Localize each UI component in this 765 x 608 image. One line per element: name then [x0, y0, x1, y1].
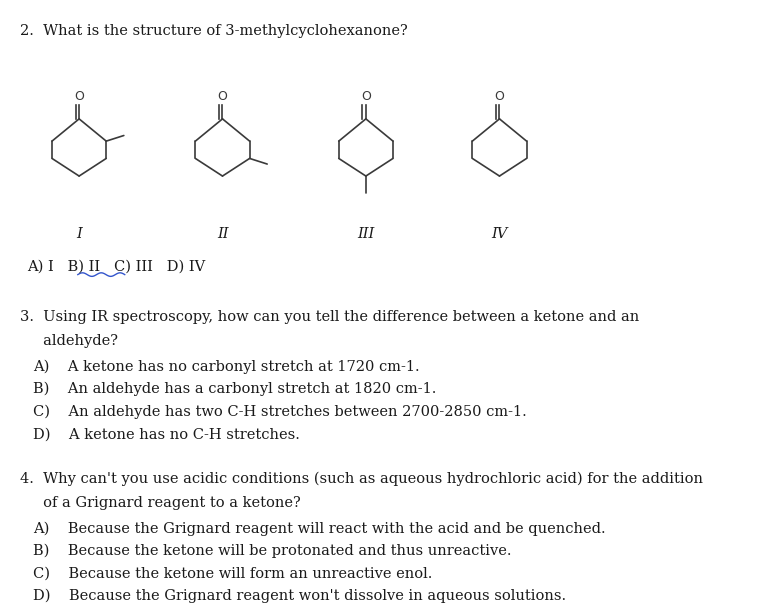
Text: of a Grignard reagent to a ketone?: of a Grignard reagent to a ketone? — [21, 496, 301, 510]
Text: A)    Because the Grignard reagent will react with the acid and be quenched.: A) Because the Grignard reagent will rea… — [34, 521, 606, 536]
Text: IV: IV — [491, 227, 508, 241]
Text: 3.  Using IR spectroscopy, how can you tell the difference between a ketone and : 3. Using IR spectroscopy, how can you te… — [21, 311, 640, 325]
Text: 4.  Why can't you use acidic conditions (such as aqueous hydrochloric acid) for : 4. Why can't you use acidic conditions (… — [21, 472, 704, 486]
Text: O: O — [217, 90, 227, 103]
Text: O: O — [74, 90, 84, 103]
Text: A)    A ketone has no carbonyl stretch at 1720 cm-1.: A) A ketone has no carbonyl stretch at 1… — [34, 359, 420, 374]
Text: B)    An aldehyde has a carbonyl stretch at 1820 cm-1.: B) An aldehyde has a carbonyl stretch at… — [34, 382, 437, 396]
Text: II: II — [216, 227, 228, 241]
Text: C)    An aldehyde has two C-H stretches between 2700-2850 cm-1.: C) An aldehyde has two C-H stretches bet… — [34, 405, 527, 419]
Text: I: I — [76, 227, 82, 241]
Text: O: O — [494, 90, 504, 103]
Text: A) I   B) II   C) III   D) IV: A) I B) II C) III D) IV — [27, 260, 205, 274]
Text: D)    Because the Grignard reagent won't dissolve in aqueous solutions.: D) Because the Grignard reagent won't di… — [34, 589, 567, 603]
Text: O: O — [361, 90, 371, 103]
Text: C)    Because the ketone will form an unreactive enol.: C) Because the ketone will form an unrea… — [34, 567, 433, 581]
Text: B)    Because the ketone will be protonated and thus unreactive.: B) Because the ketone will be protonated… — [34, 544, 512, 558]
Text: 2.  What is the structure of 3-methylcyclohexanone?: 2. What is the structure of 3-methylcycl… — [21, 24, 409, 38]
Text: III: III — [357, 227, 375, 241]
Text: D)    A ketone has no C-H stretches.: D) A ketone has no C-H stretches. — [34, 427, 301, 441]
Text: aldehyde?: aldehyde? — [21, 334, 119, 348]
